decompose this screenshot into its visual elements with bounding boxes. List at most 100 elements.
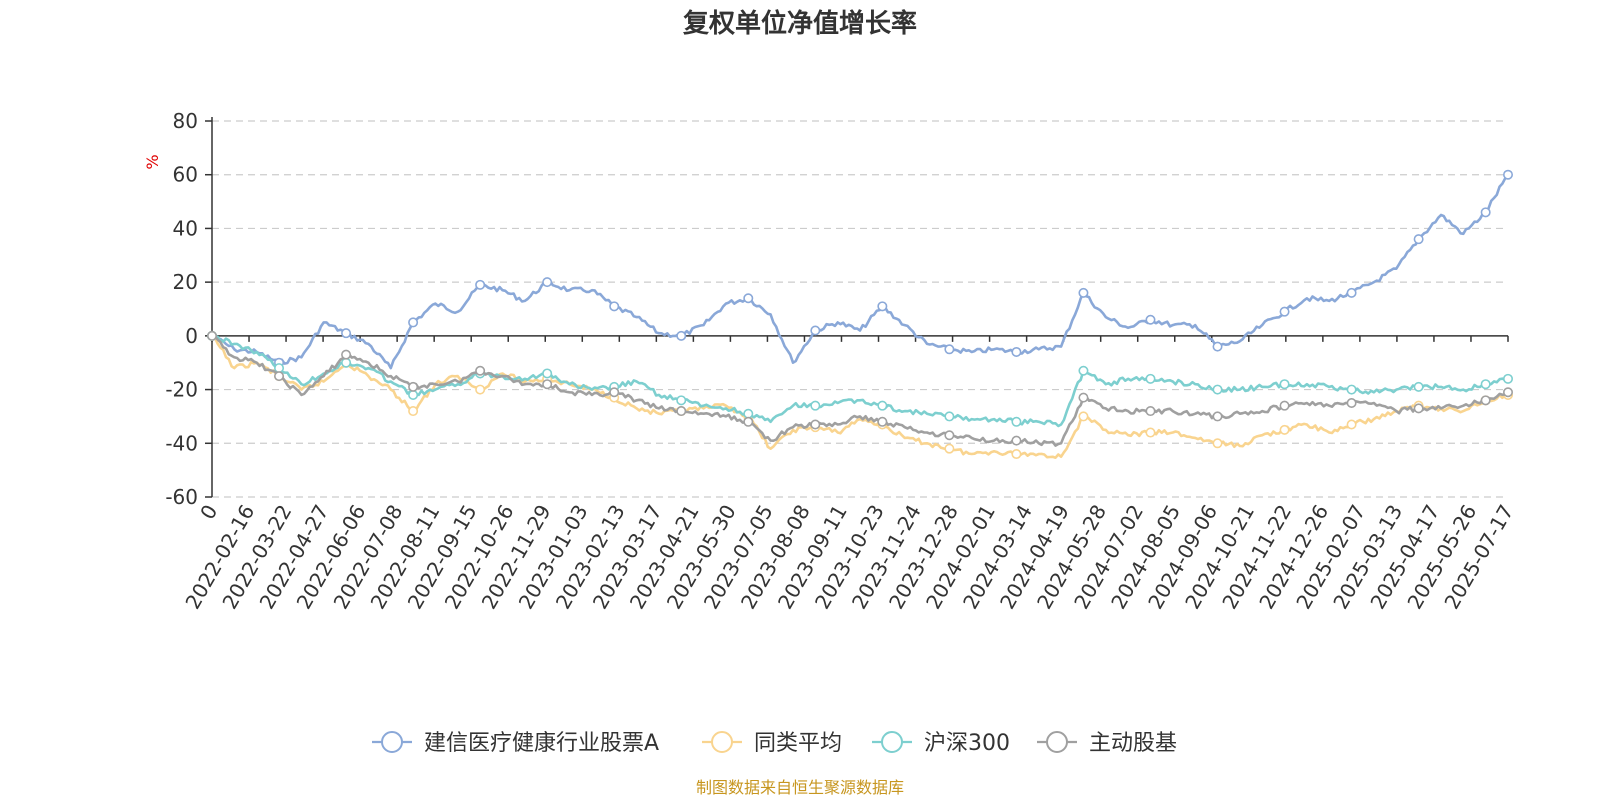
series-point (341, 349, 352, 360)
series-point (1413, 234, 1424, 245)
series-point (1346, 287, 1357, 298)
series-point (1145, 406, 1156, 417)
series-point (542, 379, 553, 390)
series-point (1480, 207, 1491, 218)
series-line (211, 334, 1509, 447)
legend-label: 主动股基 (1089, 731, 1177, 756)
y-tick-label: -40 (165, 431, 198, 455)
series-point (810, 325, 821, 336)
series-point (475, 365, 486, 376)
legend-label: 同类平均 (754, 731, 842, 756)
y-tick-label: 0 (185, 324, 198, 348)
legend-item[interactable]: 沪深300 (872, 731, 1010, 756)
series-point (1279, 379, 1290, 390)
series-point (743, 416, 754, 427)
legend[interactable]: 建信医疗健康行业股票A 同类平均 沪深300 主动股基 (372, 731, 1177, 756)
series-point (810, 400, 821, 411)
series-point (1212, 384, 1223, 395)
y-tick-label: -60 (165, 485, 198, 509)
y-tick-label: 20 (173, 270, 198, 294)
legend-item[interactable]: 建信医疗健康行业股票A (372, 731, 659, 756)
legend-label: 建信医疗健康行业股票A (424, 731, 659, 756)
series-point (1011, 416, 1022, 427)
y-tick-label: 40 (173, 216, 198, 240)
series-point (475, 384, 486, 395)
legend-item[interactable]: 主动股基 (1037, 731, 1177, 756)
data-source-note: 制图数据来自恒生聚源数据库 (696, 778, 904, 797)
series-point (1279, 424, 1290, 435)
series-point (877, 416, 888, 427)
x-tick-label: 0 (195, 501, 222, 524)
series-line (211, 173, 1510, 370)
legend-marker (881, 731, 903, 753)
series-point (609, 301, 620, 312)
series-point (1212, 411, 1223, 422)
series-point (877, 301, 888, 312)
series-point (877, 400, 888, 411)
series-point (676, 406, 687, 417)
legend-marker (711, 731, 733, 753)
series-point (1145, 373, 1156, 384)
series-point (676, 330, 687, 341)
series-point (944, 443, 955, 454)
series-point (810, 419, 821, 430)
series-point (1212, 438, 1223, 449)
series-point (1145, 314, 1156, 325)
series-point (1413, 381, 1424, 392)
series-point (1078, 411, 1089, 422)
series-point (743, 293, 754, 304)
series-point (1011, 435, 1022, 446)
series-point (542, 368, 553, 379)
series-point (1078, 287, 1089, 298)
series-point (408, 389, 419, 400)
y-axis-unit-label: % (143, 154, 162, 169)
series-point (1078, 365, 1089, 376)
grid-lines (212, 120, 1508, 498)
series-point (207, 330, 218, 341)
series-point (408, 406, 419, 417)
series-point (676, 395, 687, 406)
series-point (1346, 384, 1357, 395)
series-point (341, 328, 352, 339)
series-point (944, 344, 955, 355)
series-point (1346, 397, 1357, 408)
series-point (944, 430, 955, 441)
series-point (1279, 400, 1290, 411)
series-point (1503, 169, 1514, 180)
series-point (609, 387, 620, 398)
series-point (1346, 419, 1357, 430)
legend-label: 沪深300 (924, 731, 1010, 756)
series-point (1503, 373, 1514, 384)
series-point (1480, 395, 1491, 406)
series-point (1279, 306, 1290, 317)
y-tick-label: 80 (173, 109, 198, 133)
series-point (408, 317, 419, 328)
series-point (1078, 392, 1089, 403)
chart-title: 复权单位净值增长率 (683, 8, 917, 39)
series-point (1011, 346, 1022, 357)
series-point (475, 279, 486, 290)
series-point (1212, 341, 1223, 352)
series-point (743, 408, 754, 419)
y-tick-label: 60 (173, 163, 198, 187)
series-point (1011, 449, 1022, 460)
series-lines (207, 169, 1514, 460)
series-point (408, 381, 419, 392)
series-point (1145, 427, 1156, 438)
legend-marker (381, 731, 403, 753)
legend-marker (1046, 731, 1068, 753)
series-line (211, 334, 1509, 459)
series-point (1503, 387, 1514, 398)
series-point (274, 371, 285, 382)
series-point (944, 411, 955, 422)
series-point (1480, 379, 1491, 390)
series-point (1413, 403, 1424, 414)
series-point (542, 277, 553, 288)
series-line (211, 334, 1509, 428)
series-point (341, 357, 352, 368)
legend-item[interactable]: 同类平均 (702, 731, 842, 756)
axes: 806040200-20-40-6002022-02-162022-03-222… (165, 109, 1518, 613)
y-tick-label: -20 (165, 378, 198, 402)
